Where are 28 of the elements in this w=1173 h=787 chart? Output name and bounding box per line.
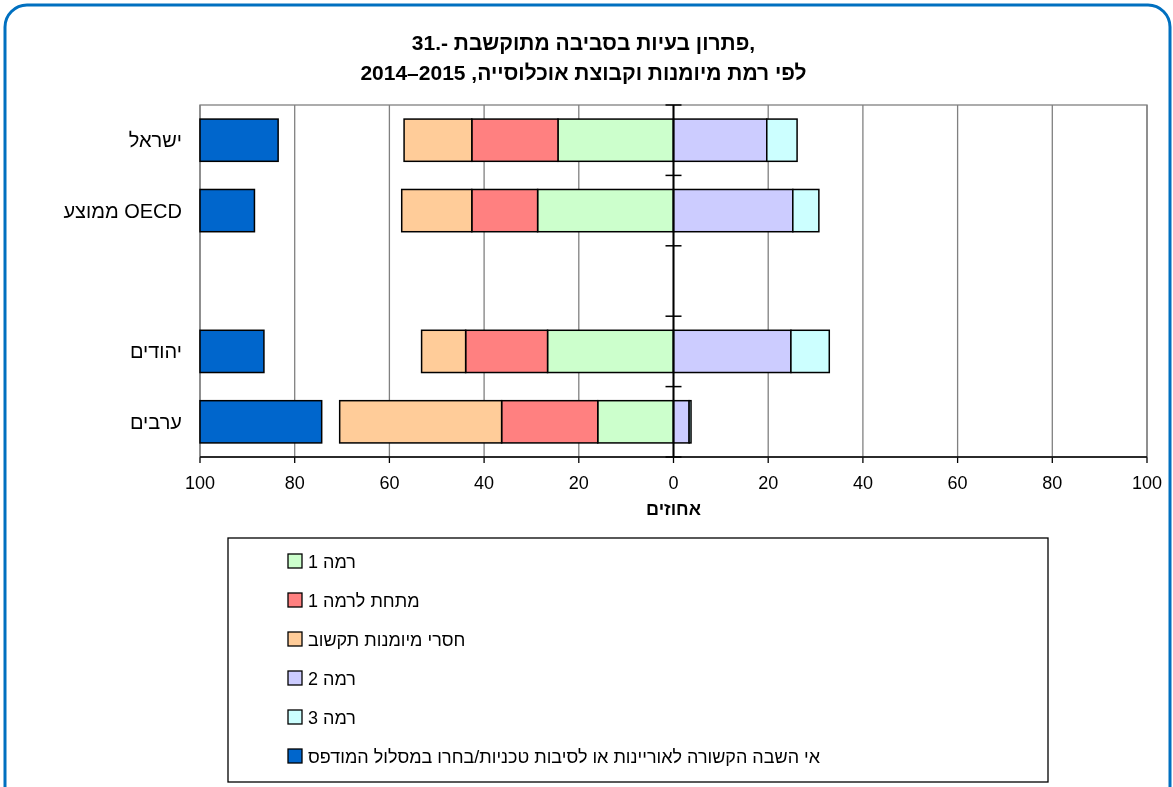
legend-label: רמה 1 <box>308 552 356 572</box>
legend-label: רמה 2 <box>308 669 356 689</box>
legend-label: מתחת לרמה 1 <box>308 591 420 611</box>
bar <box>199 329 265 374</box>
chart-title: 31.- פתרון בעיות בסביבה מתוקשבת, <box>411 31 756 54</box>
y-tick-label: יהודים <box>129 340 182 363</box>
legend-label: חסרי מיומנות תקשוב <box>308 630 466 650</box>
x-tick-label: 60 <box>379 473 400 493</box>
bar <box>199 399 323 444</box>
x-tick-label: 0 <box>668 473 679 493</box>
x-tick-label: 60 <box>947 473 968 493</box>
chart-subtitle: לפי רמת מיומנות וקבוצת אוכלוסייה, 2015–2014 <box>360 61 807 84</box>
x-tick-label: 40 <box>474 473 495 493</box>
x-tick-label: 20 <box>758 473 779 493</box>
legend-label: רמה 3 <box>308 708 356 728</box>
x-tick-label: 80 <box>284 473 305 493</box>
x-tick-label: 80 <box>1042 473 1063 493</box>
x-tick-label: 40 <box>852 473 873 493</box>
x-tick-label: 100 <box>184 473 216 493</box>
x-axis-title: אחוזים <box>646 499 701 519</box>
x-tick-label: 20 <box>568 473 589 493</box>
bar <box>199 118 279 163</box>
y-tick-label: ממוצע OECD <box>63 199 182 222</box>
bar <box>199 188 256 233</box>
y-tick-label: ערבים <box>129 410 182 433</box>
legend-label: אי השבה הקשורה לאוריינות או לסיבות טכניות/בחרו במסלול המודפס <box>308 747 821 767</box>
x-tick-label: 100 <box>1131 473 1163 493</box>
y-tick-label: ישראל <box>128 129 182 152</box>
